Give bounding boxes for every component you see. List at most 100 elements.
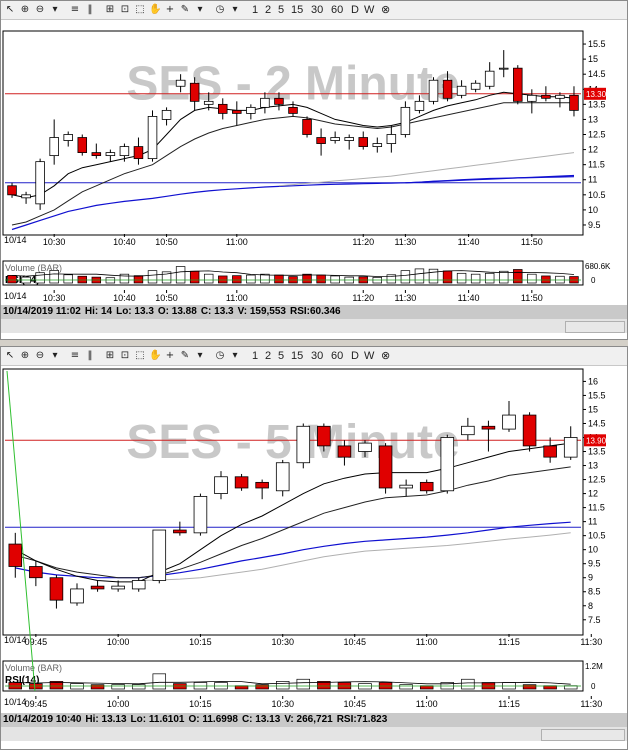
candle bbox=[119, 143, 130, 162]
interval-30-button[interactable]: 30 bbox=[311, 350, 324, 362]
candle-body bbox=[428, 79, 439, 102]
bars-icon[interactable]: ≡ bbox=[70, 4, 80, 15]
crosshair-icon[interactable]: ⊞ bbox=[105, 350, 115, 361]
volume-zero-label: 0 bbox=[591, 276, 596, 285]
hand-icon[interactable]: ✋ bbox=[149, 350, 162, 361]
dropdown-icon[interactable]: ▾ bbox=[52, 4, 58, 15]
candle-body bbox=[316, 137, 326, 144]
volume-scale-label: 1.2M bbox=[585, 662, 603, 671]
interval-15-button[interactable]: 15 bbox=[291, 4, 304, 16]
volume-bar bbox=[119, 273, 130, 284]
candle-body bbox=[90, 585, 105, 590]
volume-bar bbox=[49, 270, 59, 284]
candle-body bbox=[498, 67, 509, 70]
interval-1-button[interactable]: 1 bbox=[252, 4, 259, 16]
interval-d-button[interactable]: D bbox=[351, 350, 359, 362]
close-chart-icon[interactable]: ⊗ bbox=[381, 350, 391, 362]
interval-60-button[interactable]: 60 bbox=[331, 4, 344, 16]
moving-average-slow bbox=[15, 466, 571, 579]
price-chart-2-minute[interactable]: SES - 2 Minute9.51010.51111.51212.51313.… bbox=[1, 19, 628, 319]
time-tick-label-lower: 11:50 bbox=[521, 293, 543, 303]
moving-average-gray bbox=[138, 532, 571, 581]
candle bbox=[386, 125, 397, 153]
zoom-in-icon[interactable]: ⊕ bbox=[20, 4, 30, 15]
candle-body bbox=[543, 445, 557, 458]
volume-bar bbox=[461, 678, 475, 690]
clock-icon[interactable]: ◷ bbox=[215, 4, 225, 15]
date-label: 10/14 bbox=[4, 291, 27, 301]
candle-body bbox=[234, 476, 249, 489]
columns-icon[interactable]: ‖ bbox=[87, 350, 93, 361]
plus-icon[interactable]: + bbox=[165, 350, 175, 361]
status-low: Lo: 13.3 bbox=[116, 306, 154, 317]
time-tick-label-lower: 10:15 bbox=[189, 699, 212, 709]
time-tick-label: 11:00 bbox=[226, 237, 248, 247]
hand-icon[interactable]: ✋ bbox=[149, 4, 162, 15]
crosshair-icon[interactable]: ⊞ bbox=[105, 4, 115, 15]
interval-1-button[interactable]: 1 bbox=[252, 350, 259, 362]
panel-divider[interactable] bbox=[0, 340, 628, 346]
columns-icon[interactable]: ‖ bbox=[87, 4, 93, 15]
interval-w-button[interactable]: W bbox=[364, 350, 375, 362]
candle-body bbox=[214, 476, 228, 494]
time-tick-label: 11:00 bbox=[416, 637, 438, 647]
candle bbox=[296, 423, 311, 469]
time-tick-label-lower: 11:00 bbox=[226, 293, 248, 303]
dropdown-icon[interactable]: ▾ bbox=[197, 350, 203, 361]
select-icon[interactable]: ⬚ bbox=[135, 350, 145, 361]
time-tick-label-lower: 11:15 bbox=[498, 699, 520, 709]
zoom-out-icon[interactable]: ⊖ bbox=[35, 350, 45, 361]
candle-body bbox=[260, 97, 270, 108]
candle bbox=[35, 158, 45, 210]
interval-15-button[interactable]: 15 bbox=[291, 350, 304, 362]
candle bbox=[246, 104, 256, 120]
dropdown-icon[interactable]: ▾ bbox=[232, 4, 238, 15]
plus-icon[interactable]: + bbox=[165, 4, 175, 15]
interval-2-button[interactable]: 2 bbox=[265, 350, 272, 362]
window-icon[interactable]: ⊡ bbox=[120, 4, 130, 15]
volume-average-line bbox=[11, 270, 575, 277]
moving-average-gray bbox=[278, 152, 575, 187]
time-tick-label: 11:50 bbox=[521, 237, 543, 247]
horizontal-scrollbar[interactable] bbox=[565, 321, 625, 333]
interval-d-button[interactable]: D bbox=[351, 4, 359, 16]
horizontal-scrollbar[interactable] bbox=[541, 729, 625, 741]
dropdown-icon[interactable]: ▾ bbox=[232, 350, 238, 361]
pencil-icon[interactable]: ✎ bbox=[180, 4, 190, 15]
price-chart-5-minute[interactable]: SES - 5 Minute 7.5 8 8.5 9 9.5 10 10.5 11 11.5 12 1… bbox=[1, 365, 628, 713]
interval-w-button[interactable]: W bbox=[364, 4, 375, 16]
interval-60-button[interactable]: 60 bbox=[331, 350, 344, 362]
pencil-icon[interactable]: ✎ bbox=[180, 350, 190, 361]
clock-icon[interactable]: ◷ bbox=[215, 350, 225, 361]
zoom-out-icon[interactable]: ⊖ bbox=[35, 4, 45, 15]
interval-5-button[interactable]: 5 bbox=[278, 4, 285, 16]
interval-2-button[interactable]: 2 bbox=[265, 4, 272, 16]
close-chart-icon[interactable]: ⊗ bbox=[381, 4, 391, 16]
volume-bar bbox=[302, 273, 312, 284]
window-icon[interactable]: ⊡ bbox=[120, 350, 130, 361]
candle-body bbox=[484, 70, 495, 87]
volume-bar bbox=[63, 274, 73, 284]
price-tick-label: 11 bbox=[588, 517, 597, 527]
candle bbox=[232, 101, 242, 126]
cursor-icon[interactable]: ↖ bbox=[5, 350, 15, 361]
dropdown-icon[interactable]: ▾ bbox=[197, 4, 203, 15]
volume-bar bbox=[189, 270, 200, 284]
chart-watermark: SES - 5 Minute bbox=[126, 416, 459, 469]
dropdown-icon[interactable]: ▾ bbox=[52, 350, 58, 361]
chart-window-5-minute: ↖ ⊕ ⊖ ▾ ≡ ‖ ⊞ ⊡ ⬚ ✋ + ✎ ▾ ◷ ▾ 1 2 5 15 30 60 D W ⊗ SES - 5 Minu… bbox=[0, 346, 628, 750]
bars-icon[interactable]: ≡ bbox=[70, 350, 80, 361]
select-icon[interactable]: ⬚ bbox=[135, 4, 145, 15]
volume-bar bbox=[175, 266, 186, 284]
interval-5-button[interactable]: 5 bbox=[278, 350, 285, 362]
interval-30-button[interactable]: 30 bbox=[311, 4, 324, 16]
zoom-in-icon[interactable]: ⊕ bbox=[20, 350, 30, 361]
candle bbox=[175, 74, 186, 93]
candle bbox=[70, 583, 84, 606]
candle bbox=[218, 98, 228, 120]
time-tick-label: 10:40 bbox=[113, 237, 136, 247]
cursor-icon[interactable]: ↖ bbox=[5, 4, 15, 15]
volume-bar bbox=[484, 272, 495, 284]
volume-panel bbox=[2, 660, 584, 692]
candle-body bbox=[218, 103, 228, 114]
